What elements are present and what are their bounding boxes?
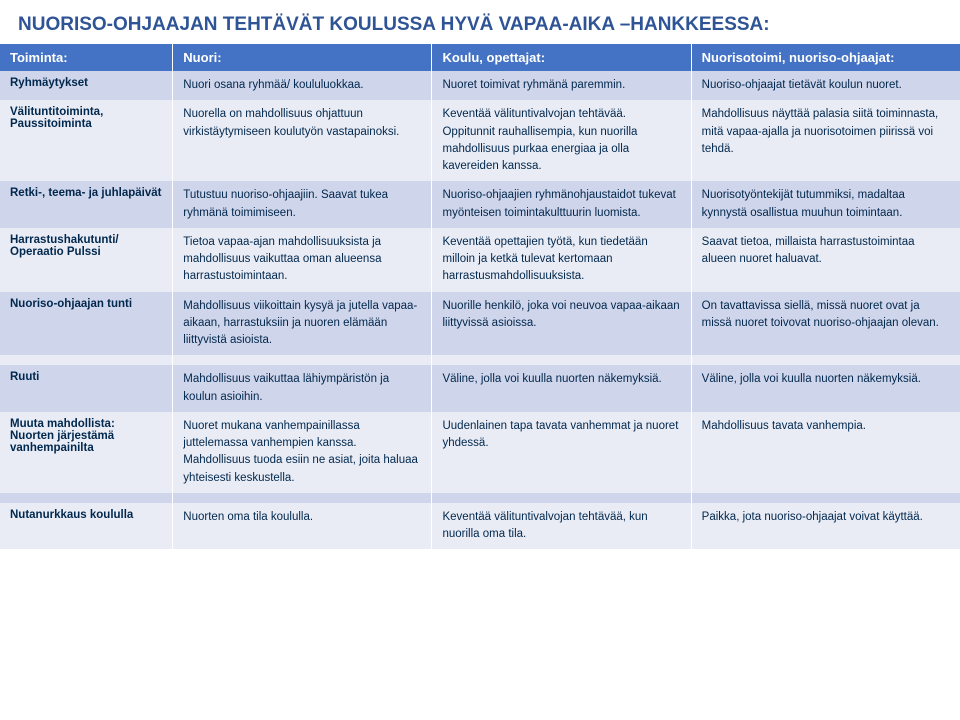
row-label: Nutanurkkaus koululla [0,503,173,550]
cell: Keventää välituntivalvojan tehtävää, kun… [432,503,691,550]
cell: Väline, jolla voi kuulla nuorten näkemyk… [691,365,960,412]
cell: Nuorille henkilö, joka voi neuvoa vapaa-… [432,292,691,356]
table-row: Nuoriso-ohjaajan tuntiMahdollisuus viiko… [0,292,960,356]
cell: Saavat tietoa, millaista harrastustoimin… [691,228,960,292]
cell: Nuoriso-ohjaajat tietävät koulun nuoret. [691,71,960,100]
row-label: Ryhmäytykset [0,71,173,100]
cell: Nuorten oma tila koululla. [173,503,432,550]
table-row: Välituntitoiminta, PaussitoimintaNuorell… [0,100,960,181]
cell: Nuori osana ryhmää/ koululuokkaa. [173,71,432,100]
cell: Väline, jolla voi kuulla nuorten näkemyk… [432,365,691,412]
cell [691,493,960,503]
header-row: Toiminta: Nuori: Koulu, opettajat: Nuori… [0,44,960,71]
row-label: Välituntitoiminta, Paussitoiminta [0,100,173,181]
row-label [0,493,173,503]
task-table: Toiminta: Nuori: Koulu, opettajat: Nuori… [0,44,960,549]
cell: On tavattavissa siellä, missä nuoret ova… [691,292,960,356]
row-label: Retki-, teema- ja juhlapäivät [0,181,173,228]
row-label: Muuta mahdollista: Nuorten järjestämä va… [0,412,173,493]
cell [432,493,691,503]
table-row: RyhmäytyksetNuori osana ryhmää/ koululuo… [0,71,960,100]
cell: Nuoret toimivat ryhmänä paremmin. [432,71,691,100]
cell: Paikka, jota nuoriso-ohjaajat voivat käy… [691,503,960,550]
table-row: Retki-, teema- ja juhlapäivätTutustuu nu… [0,181,960,228]
row-label: Ruuti [0,365,173,412]
cell: Nuorisotyöntekijät tutummiksi, madaltaa … [691,181,960,228]
col-header-nuorisotoimi: Nuorisotoimi, nuoriso-ohjaajat: [691,44,960,71]
cell: Keventää välituntivalvojan tehtävää. Opp… [432,100,691,181]
cell: Uudenlainen tapa tavata vanhemmat ja nuo… [432,412,691,493]
cell [173,493,432,503]
col-header-koulu: Koulu, opettajat: [432,44,691,71]
col-header-nuori: Nuori: [173,44,432,71]
cell: Nuoriso-ohjaajien ryhmänohjaustaidot tuk… [432,181,691,228]
table-row [0,493,960,503]
page-title: NUORISO-OHJAAJAN TEHTÄVÄT KOULUSSA HYVÄ … [0,0,960,44]
table-row: RuutiMahdollisuus vaikuttaa lähiympärist… [0,365,960,412]
cell: Tutustuu nuoriso-ohjaajiin. Saavat tukea… [173,181,432,228]
cell: Mahdollisuus vaikuttaa lähiympäristön ja… [173,365,432,412]
row-label [0,355,173,365]
cell [691,355,960,365]
cell: Mahdollisuus viikoittain kysyä ja jutell… [173,292,432,356]
cell: Mahdollisuus näyttää palasia siitä toimi… [691,100,960,181]
table-row: Harrastushakutunti/ Operaatio PulssiTiet… [0,228,960,292]
row-label: Nuoriso-ohjaajan tunti [0,292,173,356]
col-header-toiminta: Toiminta: [0,44,173,71]
row-label: Harrastushakutunti/ Operaatio Pulssi [0,228,173,292]
table-row: Muuta mahdollista: Nuorten järjestämä va… [0,412,960,493]
cell [432,355,691,365]
cell: Keventää opettajien työtä, kun tiedetään… [432,228,691,292]
cell: Nuorella on mahdollisuus ohjattuun virki… [173,100,432,181]
cell: Tietoa vapaa-ajan mahdollisuuksista ja m… [173,228,432,292]
cell: Nuoret mukana vanhempainillassa juttelem… [173,412,432,493]
table-row [0,355,960,365]
cell [173,355,432,365]
table-row: Nutanurkkaus koulullaNuorten oma tila ko… [0,503,960,550]
cell: Mahdollisuus tavata vanhempia. [691,412,960,493]
